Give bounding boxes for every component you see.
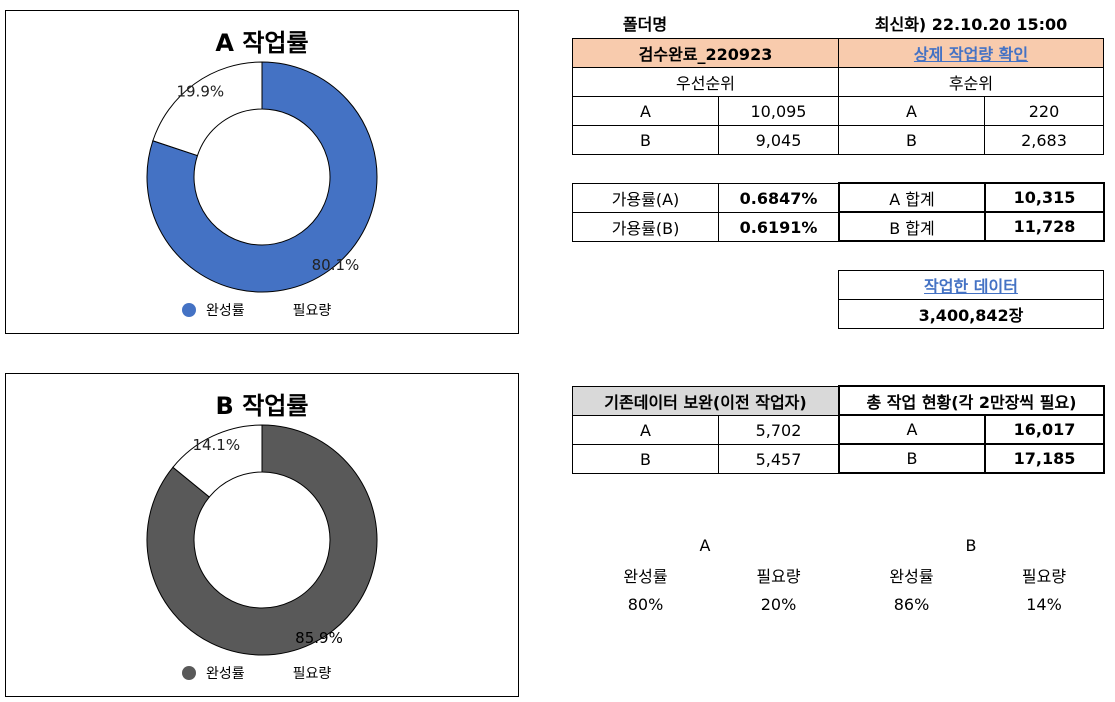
summary-b-col1: 완성률 bbox=[889, 567, 934, 586]
sum-value-b: 11,728 bbox=[984, 211, 1105, 242]
table-cell: A bbox=[572, 415, 719, 445]
chart-b-donut: 85.9% 14.1% bbox=[146, 424, 378, 656]
chart-b-title: B 작업률 bbox=[215, 392, 309, 420]
legend-swatch-complete bbox=[182, 666, 196, 680]
priority-label: 우선순위 bbox=[572, 67, 839, 97]
sum-label-b: B 합계 bbox=[838, 211, 986, 242]
sum-label-a: A 합계 bbox=[838, 182, 986, 213]
legend-label-needed: 필요량 bbox=[292, 303, 332, 319]
donut-slice-complete bbox=[146, 424, 378, 656]
total-status-header: 총 작업 현황(각 2만장씩 필요) bbox=[838, 385, 1105, 416]
legend-label-complete: 완성률 bbox=[206, 666, 245, 682]
table-cell: B bbox=[572, 125, 719, 155]
worked-data-link[interactable]: 작업한 데이터 bbox=[924, 277, 1018, 296]
summary-a-col1: 완성률 bbox=[623, 567, 668, 586]
summary-b-val2: 14% bbox=[1026, 594, 1062, 614]
sum-value-a: 10,315 bbox=[984, 182, 1105, 213]
table-cell: B bbox=[572, 444, 719, 474]
worked-data-value: 3,400,842장 bbox=[838, 299, 1104, 329]
chart-a-legend: 완성률 필요량 bbox=[182, 300, 331, 320]
folder-header-left: 검수완료_220923 bbox=[572, 38, 839, 68]
workload-check-link[interactable]: 상제 작업량 확인 bbox=[913, 45, 1029, 64]
donut-slice-complete bbox=[146, 61, 378, 293]
chart-a-panel: A 작업률 80.1% 19.9% 완성률 필요량 bbox=[5, 10, 519, 334]
table-cell: 10,095 bbox=[718, 96, 839, 126]
table-cell: 5,457 bbox=[718, 444, 839, 474]
legend-label-needed: 필요량 bbox=[292, 666, 332, 682]
donut-data-label-needed: 14.1% bbox=[192, 436, 240, 454]
donut-slice-needed bbox=[172, 424, 263, 498]
legend-swatch-complete bbox=[182, 303, 196, 317]
supplement-header: 기존데이터 보완(이전 작업자) bbox=[572, 386, 839, 416]
table-cell: 9,045 bbox=[718, 125, 839, 155]
table-cell: B bbox=[838, 125, 985, 155]
table-cell: 2,683 bbox=[984, 125, 1104, 155]
availability-label-a: 가용률(A) bbox=[572, 183, 719, 213]
folder-name-label: 폴더명 bbox=[622, 15, 668, 34]
donut-slice-needed bbox=[152, 61, 263, 157]
summary-a-col2: 필요량 bbox=[756, 567, 801, 586]
table-cell: 17,185 bbox=[984, 443, 1105, 474]
summary-a-label: A bbox=[699, 535, 711, 555]
donut-data-label-needed: 19.9% bbox=[176, 82, 224, 100]
summary-a-val1: 80% bbox=[627, 594, 664, 614]
chart-a-donut: 80.1% 19.9% bbox=[146, 61, 378, 293]
summary-a-val2: 20% bbox=[760, 594, 797, 614]
secondary-priority-label: 후순위 bbox=[838, 67, 1104, 97]
table-cell: 16,017 bbox=[984, 414, 1105, 445]
chart-b-panel: B 작업률 85.9% 14.1% 완성률 필요량 bbox=[5, 373, 519, 697]
table-cell: B bbox=[838, 443, 986, 474]
summary-b-label: B bbox=[965, 535, 977, 555]
chart-b-legend: 완성률 필요량 bbox=[182, 663, 331, 683]
folder-header-right[interactable]: 상제 작업량 확인 bbox=[838, 38, 1104, 68]
table-cell: A bbox=[838, 414, 986, 445]
worked-data-header[interactable]: 작업한 데이터 bbox=[838, 270, 1104, 300]
availability-value-a: 0.6847% bbox=[718, 183, 839, 213]
table-cell: 220 bbox=[984, 96, 1104, 126]
donut-data-label-complete: 80.1% bbox=[312, 256, 360, 274]
table-cell: A bbox=[572, 96, 719, 126]
legend-label-complete: 완성률 bbox=[206, 303, 245, 319]
summary-b-val1: 86% bbox=[893, 594, 930, 614]
chart-a-title: A 작업률 bbox=[215, 29, 309, 57]
refresh-timestamp: 최신화) 22.10.20 15:00 bbox=[874, 15, 1068, 34]
availability-label-b: 가용률(B) bbox=[572, 212, 719, 242]
table-cell: A bbox=[838, 96, 985, 126]
availability-value-b: 0.6191% bbox=[718, 212, 839, 242]
summary-b-col2: 필요량 bbox=[1021, 567, 1067, 586]
donut-data-label-complete: 85.9% bbox=[295, 629, 343, 647]
table-cell: 5,702 bbox=[718, 415, 839, 445]
